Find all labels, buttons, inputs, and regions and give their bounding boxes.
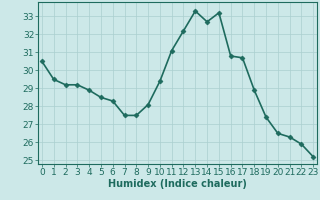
X-axis label: Humidex (Indice chaleur): Humidex (Indice chaleur) [108, 179, 247, 189]
